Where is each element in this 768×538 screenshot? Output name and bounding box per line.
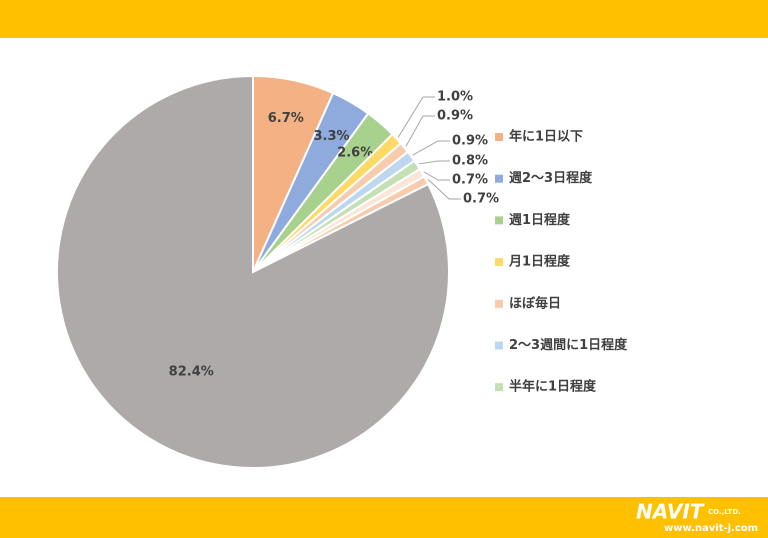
legend-swatch: [495, 174, 503, 183]
leader-line: [397, 96, 435, 138]
legend-label: 月1日程度: [508, 254, 571, 270]
leader-line: [427, 178, 461, 200]
leader-line: [423, 171, 450, 181]
data-label: 1.0%: [437, 90, 473, 105]
footer-band: [0, 497, 768, 538]
legend-swatch: [495, 258, 503, 267]
data-label: 6.7%: [268, 111, 304, 126]
data-label: 0.8%: [452, 154, 488, 169]
legend-label: 週1日程度: [509, 212, 571, 228]
pie-slice: [56, 74, 450, 469]
data-label: 2.6%: [337, 146, 373, 161]
legend-swatch: [495, 133, 503, 141]
data-label: 3.3%: [314, 129, 350, 144]
company: CO.,LTD.: [708, 508, 741, 516]
legend-label: 2〜3週間に1日程度: [509, 337, 628, 353]
data-label: 0.7%: [452, 173, 488, 188]
leader-line: [405, 115, 435, 147]
url: www.navit-j.com: [664, 523, 758, 534]
leader-line: [412, 140, 450, 156]
logo: NAVIT: [636, 500, 705, 524]
legend-label: 週2〜3日程度: [509, 170, 593, 186]
legend-swatch: [495, 216, 503, 225]
legend-swatch: [495, 383, 503, 392]
legend-swatch: [495, 299, 503, 308]
data-label: 0.7%: [463, 192, 499, 207]
data-label: 82.4%: [169, 365, 214, 380]
data-label: 0.9%: [437, 109, 473, 124]
legend-label: ほぼ毎日: [509, 295, 561, 311]
data-label: 0.9%: [452, 134, 488, 149]
legend-swatch: [495, 341, 503, 350]
legend-label: 年に1日以下: [509, 129, 583, 145]
header-band: [0, 0, 768, 38]
legend-label: 半年に1日程度: [509, 379, 597, 395]
leader-line: [418, 160, 450, 165]
